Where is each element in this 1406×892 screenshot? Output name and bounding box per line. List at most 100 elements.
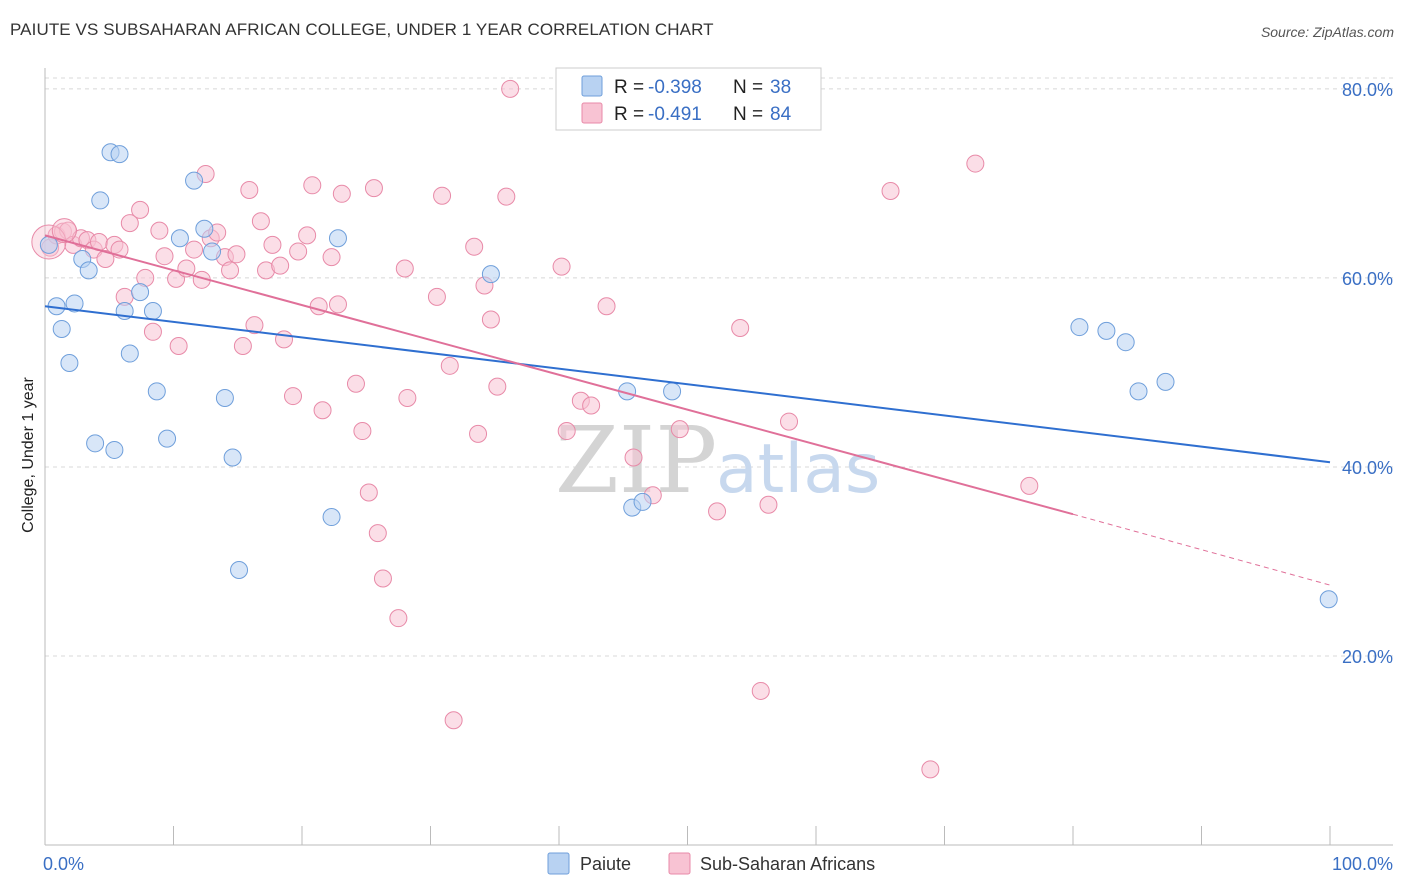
stats-legend-r-label: R = — [614, 104, 644, 125]
paiute-point — [131, 283, 150, 302]
paiute-point — [203, 242, 222, 261]
paiute-point — [328, 229, 347, 248]
ssa-point — [332, 184, 351, 203]
x-tick-label-min: 0.0% — [43, 854, 84, 874]
paiute-point — [86, 434, 105, 453]
stats-legend-n-label: N = — [733, 104, 763, 125]
paiute-point — [1097, 321, 1116, 340]
ssa-point — [245, 316, 264, 335]
ssa-point — [881, 181, 900, 200]
ssa-point — [185, 240, 204, 259]
stats-legend-r-label: R = — [614, 77, 644, 98]
ssa-point — [966, 154, 985, 173]
ssa-point — [552, 257, 571, 276]
y-tick-label: 60.0% — [1342, 269, 1393, 289]
ssa-point — [708, 502, 727, 521]
stats-legend-r-value-paiute: -0.398 — [648, 77, 702, 98]
ssa-point — [150, 221, 169, 240]
paiute-point — [143, 302, 162, 321]
ssa-point — [359, 483, 378, 502]
ssa-point — [346, 374, 365, 393]
legend-label-paiute: Paiute — [580, 854, 631, 874]
ssa-point — [389, 609, 408, 628]
legend-swatch-paiute — [547, 852, 570, 875]
paiute-point — [105, 440, 124, 459]
paiute-point — [110, 145, 129, 164]
stats-legend: R = -0.398 N = 38 R = -0.491 N = 84 — [555, 67, 822, 131]
ssa-point — [169, 336, 188, 355]
ssa-point — [582, 396, 601, 415]
stats-legend-swatch-ssa — [581, 102, 603, 124]
ssa-point — [481, 310, 500, 329]
ssa-point — [433, 186, 452, 205]
paiute-point — [170, 229, 189, 248]
ssa-point — [395, 259, 414, 278]
ssa-point — [96, 250, 115, 269]
sub-saharan-africans-points — [31, 79, 1039, 779]
ssa-point — [353, 422, 372, 441]
ssa-point — [427, 287, 446, 306]
ssa-point — [313, 401, 332, 420]
ssa-point — [284, 387, 303, 406]
ssa-trend-line-extension — [1072, 513, 1331, 586]
paiute-point — [215, 388, 234, 407]
paiute-point — [79, 261, 98, 280]
paiute-point — [1319, 590, 1338, 609]
ssa-point — [501, 79, 520, 98]
paiute-point — [195, 219, 214, 238]
legend-label-ssa: Sub-Saharan Africans — [700, 854, 875, 874]
ssa-point — [233, 336, 252, 355]
ssa-trend-line — [44, 234, 1074, 516]
ssa-point — [759, 495, 778, 514]
paiute-point — [147, 382, 166, 401]
stats-legend-swatch-paiute — [581, 75, 603, 97]
ssa-point — [624, 448, 643, 467]
ssa-point — [368, 524, 387, 543]
x-tick-label-max: 100.0% — [1332, 854, 1393, 874]
paiute-point — [65, 294, 84, 313]
stats-legend-n-label: N = — [733, 77, 763, 98]
ssa-point — [597, 297, 616, 316]
axes — [44, 68, 1393, 846]
legend-swatch-ssa — [668, 852, 691, 875]
paiute-point — [185, 171, 204, 190]
bottom-legend: Paiute Sub-Saharan Africans — [547, 852, 875, 875]
stats-legend-n-value-ssa: 84 — [770, 104, 792, 125]
ssa-point — [131, 200, 150, 219]
paiute-point — [91, 191, 110, 210]
watermark-atlas: atlas — [716, 430, 880, 509]
ssa-point — [497, 187, 516, 206]
paiute-point — [481, 265, 500, 284]
ssa-point — [488, 377, 507, 396]
ssa-point — [120, 214, 139, 233]
ssa-point — [751, 681, 770, 700]
ssa-point — [303, 176, 322, 195]
watermark: ZIP atlas — [555, 407, 880, 514]
paiute-point — [663, 382, 682, 401]
ssa-point — [444, 711, 463, 730]
paiute-point — [633, 492, 652, 511]
ssa-point — [328, 295, 347, 314]
paiute-points — [39, 143, 1338, 609]
ssa-point — [1020, 476, 1039, 495]
y-tick-label: 80.0% — [1342, 80, 1393, 100]
ssa-point — [469, 424, 488, 443]
paiute-point — [1070, 318, 1089, 337]
y-tick-label: 40.0% — [1342, 458, 1393, 478]
ssa-point — [298, 226, 317, 245]
ssa-point — [440, 356, 459, 375]
paiute-point — [158, 429, 177, 448]
paiute-point — [60, 353, 79, 372]
ssa-point — [670, 420, 689, 439]
paiute-point — [1156, 372, 1175, 391]
ssa-point — [373, 569, 392, 588]
paiute-point — [322, 508, 341, 527]
ssa-point — [780, 412, 799, 431]
stats-legend-r-value-ssa: -0.491 — [648, 104, 702, 125]
ssa-point — [275, 330, 294, 349]
y-axis-label: College, Under 1 year — [20, 377, 37, 533]
ssa-point-cluster — [51, 218, 77, 244]
ssa-point — [398, 388, 417, 407]
paiute-point — [1116, 333, 1135, 352]
